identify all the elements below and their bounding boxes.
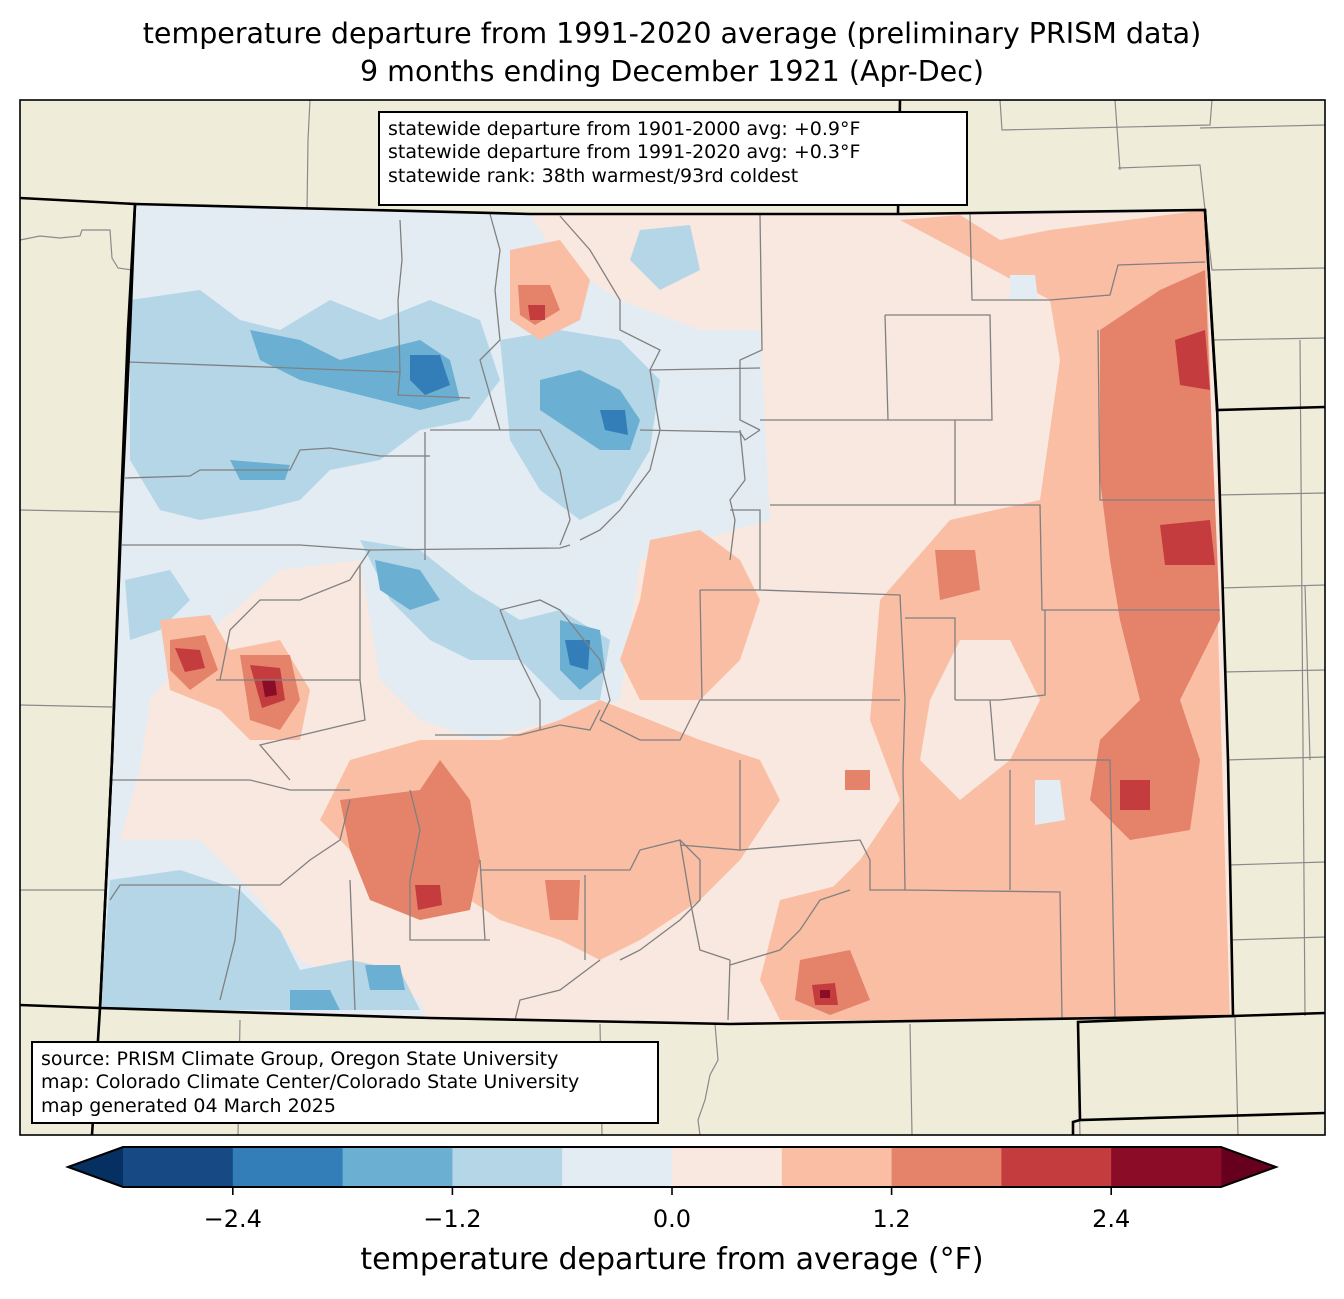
contour-e-spot [935, 550, 980, 600]
colorbar-extend-under [68, 1147, 123, 1187]
contour-nw-darkblue [410, 355, 450, 395]
contour-s-midwarm [545, 880, 580, 920]
contour-wc-darkred [262, 680, 277, 697]
map-credit-line: map: Colorado Climate Center/Colorado St… [41, 1071, 580, 1094]
contour-c-midblue [375, 560, 440, 610]
contour-sj-red [415, 885, 442, 910]
contour-se-midwarm [795, 950, 870, 1015]
map-frame [19, 99, 1326, 1136]
colorbar-bin [562, 1147, 673, 1187]
contour-east-red2 [1160, 520, 1215, 565]
colorbar-bin [123, 1147, 234, 1187]
temperature-contour-field [100, 204, 1233, 1024]
stats-line-1991-2020: statewide departure from 1991-2020 avg: … [388, 141, 861, 164]
contour-e-spot2 [845, 770, 870, 790]
map-subtitle: 9 months ending December 1921 (Apr-Dec) [359, 55, 984, 88]
colorbar-bin [672, 1147, 783, 1187]
colorbar-bin [232, 1147, 344, 1187]
contour-east-cool-hole2 [1035, 780, 1065, 825]
contour-ne-lightblue [630, 225, 700, 290]
contour-sc-warm [320, 700, 780, 960]
colorado-county-lines [109, 213, 1220, 1021]
contour-se-warm [760, 880, 900, 1020]
contour-sw-lightblue [100, 870, 420, 1010]
contour-sw-midblue [290, 990, 340, 1010]
contour-sj-midwarm [340, 760, 480, 920]
stats-line-1901-2000: statewide departure from 1901-2000 avg: … [388, 118, 861, 140]
colorbar-tick-label: −2.4 [203, 1205, 262, 1233]
colorbar-outline [65, 1146, 1279, 1188]
colorbar-label: temperature departure from average (°F) [360, 1242, 984, 1277]
colorbar-bin [452, 1147, 563, 1187]
neighbor-county-lines [20, 100, 1325, 1135]
contour-w-lightblue [125, 570, 190, 640]
colorbar-extend-over [1221, 1147, 1276, 1187]
contour-nc-darkblue [600, 410, 628, 435]
contour-east-mid-warm [1090, 270, 1220, 840]
contour-sw2-midblue [365, 965, 405, 990]
contour-east-red3 [1120, 780, 1150, 810]
colorbar-tick-label: 0.0 [652, 1205, 692, 1233]
colorbar [65, 1146, 1279, 1195]
colorbar-tick-label: 2.4 [1092, 1205, 1131, 1233]
source-line: source: PRISM Climate Group, Oregon Stat… [41, 1048, 559, 1070]
source-credits-box: source: PRISM Climate Group, Oregon Stat… [31, 1041, 659, 1124]
map-title: temperature departure from 1991-2020 ave… [142, 17, 1202, 50]
colorbar-bin [342, 1147, 453, 1187]
map-area [19, 99, 1326, 1136]
colorbar-tick-label: 1.2 [872, 1205, 911, 1233]
contour-east-cool-hole3 [1010, 275, 1038, 300]
colorbar-bin [1111, 1147, 1222, 1187]
stats-line-rank: statewide rank: 38th warmest/93rd coldes… [388, 164, 799, 187]
contour-fr-warm [620, 530, 760, 700]
contour-sc-darkblue [565, 640, 590, 670]
statewide-stats-box: statewide departure from 1901-2000 avg: … [378, 111, 968, 206]
contour-wc-red1 [175, 648, 205, 672]
colorbar-tick-label: −1.2 [423, 1205, 482, 1233]
generated-date-line: map generated 04 March 2025 [41, 1094, 336, 1117]
colorbar-bin [1001, 1147, 1112, 1187]
colorbar-bin [891, 1147, 1002, 1187]
contour-ncj-red [528, 305, 545, 320]
colorbar-bin [781, 1147, 893, 1187]
contour-east-red1 [1175, 330, 1210, 390]
contour-se-darkred [820, 990, 830, 998]
